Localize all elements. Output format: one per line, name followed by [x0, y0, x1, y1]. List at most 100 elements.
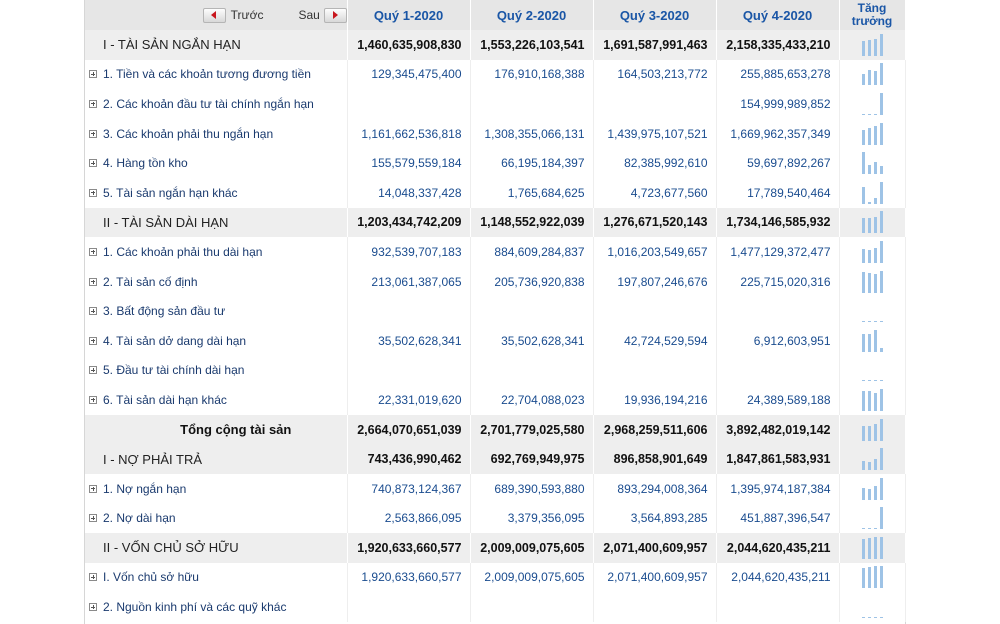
growth-cell: [839, 118, 906, 149]
row-label[interactable]: 3. Các khoản phải thu ngắn hạn: [103, 126, 274, 141]
sparkline-bar: [879, 321, 883, 323]
table-row[interactable]: 3. Các khoản phải thu ngắn hạn 1,161,662,…: [85, 118, 906, 149]
value-cell-q2: [470, 89, 594, 119]
value-cell-q3: 2,968,259,511,606: [593, 414, 717, 445]
row-label[interactable]: 1. Tiền và các khoản tương đương tiền: [103, 67, 311, 82]
growth-cell: [839, 177, 906, 208]
growth-sparkline[interactable]: [861, 507, 883, 530]
sparkline-bar: [873, 485, 877, 500]
row-label-cell: 4. Tài sản dở dang dài hạn: [85, 325, 348, 356]
growth-sparkline[interactable]: [861, 477, 883, 500]
table-row[interactable]: 2. Nguồn kinh phí và các quỹ khác: [85, 592, 906, 622]
growth-cell: [839, 325, 906, 356]
table-row[interactable]: 6. Tài sản dài hạn khác 22,331,019,620 22,…: [85, 385, 906, 415]
growth-cell: [839, 59, 906, 90]
growth-sparkline[interactable]: [861, 536, 883, 559]
table-row[interactable]: I. Vốn chủ sở hữu 1,920,633,660,577 2,009,…: [85, 562, 906, 593]
expand-plus-icon[interactable]: [89, 514, 97, 523]
expand-plus-icon[interactable]: [89, 129, 97, 138]
value-cell-q4: 1,847,861,583,931: [716, 444, 840, 474]
table-row[interactable]: 3. Bất động sản đầu tư: [85, 296, 906, 326]
expand-plus-icon[interactable]: [89, 70, 97, 79]
growth-cell: [839, 503, 906, 534]
growth-sparkline[interactable]: [861, 211, 883, 234]
growth-sparkline[interactable]: [861, 270, 883, 293]
table-row[interactable]: 5. Đầu tư tài chính dài hạn: [85, 355, 906, 386]
sparkline-bar: [879, 418, 883, 441]
value-cell-q1: [347, 592, 471, 622]
row-label[interactable]: 4. Hàng tồn kho: [103, 156, 188, 171]
growth-cell: [839, 473, 906, 504]
next-period-button[interactable]: [323, 7, 347, 23]
growth-sparkline[interactable]: [861, 300, 883, 323]
prev-label[interactable]: Trước: [230, 8, 264, 22]
expand-plus-icon[interactable]: [89, 395, 97, 404]
row-label[interactable]: 2. Nguồn kinh phí và các quỹ khác: [103, 600, 287, 615]
growth-sparkline[interactable]: [861, 181, 883, 204]
sparkline-bar: [873, 71, 877, 86]
expand-plus-icon[interactable]: [89, 277, 97, 286]
expand-plus-icon[interactable]: [89, 603, 97, 612]
table-row[interactable]: 1. Tiền và các khoản tương đương tiền 129…: [85, 59, 906, 90]
sparkline-bar: [867, 390, 871, 411]
growth-cell: [839, 562, 906, 593]
expand-plus-icon[interactable]: [89, 99, 97, 108]
table-row[interactable]: 5. Tài sản ngắn hạn khác 14,048,337,428 1,…: [85, 177, 906, 208]
row-label[interactable]: 2. Tài sản cố định: [103, 274, 198, 289]
growth-sparkline[interactable]: [861, 33, 883, 56]
growth-sparkline[interactable]: [861, 240, 883, 263]
growth-sparkline[interactable]: [861, 448, 883, 471]
growth-cell: [839, 207, 906, 238]
expand-plus-icon[interactable]: [89, 366, 97, 375]
sparkline-bar: [861, 617, 865, 619]
row-label[interactable]: 2. Nợ dài hạn: [103, 511, 176, 526]
row-label[interactable]: 2. Các khoản đầu tư tài chính ngắn hạn: [103, 96, 314, 111]
growth-sparkline[interactable]: [861, 566, 883, 589]
value-cell-q3: 893,294,008,364: [593, 473, 717, 504]
row-label[interactable]: 1. Các khoản phải thu dài hạn: [103, 244, 263, 259]
expand-plus-icon[interactable]: [89, 247, 97, 256]
growth-sparkline[interactable]: [861, 329, 883, 352]
expand-plus-icon[interactable]: [89, 336, 97, 345]
growth-sparkline[interactable]: [861, 596, 883, 619]
table-row[interactable]: 4. Tài sản dở dang dài hạn 35,502,628,341…: [85, 325, 906, 356]
expand-plus-icon[interactable]: [89, 307, 97, 316]
growth-sparkline[interactable]: [861, 359, 883, 382]
table-row[interactable]: 1. Nợ ngắn hạn 740,873,124,367 689,390,593…: [85, 473, 906, 504]
arrow-left-icon: [211, 11, 217, 19]
sparkline-bar: [879, 617, 883, 619]
expand-plus-icon[interactable]: [89, 484, 97, 493]
growth-sparkline[interactable]: [861, 388, 883, 411]
period-navigation: Trước Sau: [85, 0, 348, 30]
table-row[interactable]: 2. Tài sản cố định 213,061,387,065 205,736…: [85, 266, 906, 297]
table-row[interactable]: 1. Các khoản phải thu dài hạn 932,539,707…: [85, 237, 906, 267]
row-label[interactable]: 3. Bất động sản đầu tư: [103, 304, 226, 319]
row-label[interactable]: 1. Nợ ngắn hạn: [103, 481, 187, 496]
row-label[interactable]: 5. Tài sản ngắn hạn khác: [103, 185, 238, 200]
row-label-cell: 4. Hàng tồn kho: [85, 148, 348, 178]
row-label[interactable]: I. Vốn chủ sở hữu: [103, 570, 199, 585]
table-row[interactable]: 4. Hàng tồn kho 155,579,559,184 66,195,184…: [85, 148, 906, 178]
expand-plus-icon[interactable]: [89, 188, 97, 197]
row-label[interactable]: 6. Tài sản dài hạn khác: [103, 392, 227, 407]
value-cell-q2: 884,609,284,837: [470, 237, 594, 267]
next-label[interactable]: Sau: [298, 8, 320, 22]
expand-plus-icon[interactable]: [89, 159, 97, 168]
prev-period-button[interactable]: [203, 7, 226, 23]
growth-sparkline[interactable]: [861, 152, 883, 175]
table-row[interactable]: 2. Các khoản đầu tư tài chính ngắn hạn 15…: [85, 89, 906, 119]
row-label[interactable]: 4. Tài sản dở dang dài hạn: [103, 333, 247, 348]
row-label[interactable]: 5. Đầu tư tài chính dài hạn: [103, 363, 245, 378]
sparkline-bar: [873, 162, 877, 175]
table-row[interactable]: 2. Nợ dài hạn 2,563,866,095 3,379,356,095 3…: [85, 503, 906, 534]
growth-cell: [839, 266, 906, 297]
growth-sparkline[interactable]: [861, 122, 883, 145]
expand-plus-icon[interactable]: [89, 573, 97, 582]
growth-sparkline[interactable]: [861, 92, 883, 115]
growth-sparkline[interactable]: [861, 418, 883, 441]
growth-sparkline[interactable]: [861, 63, 883, 86]
sparkline-bar: [867, 249, 871, 263]
sparkline-bar: [867, 488, 871, 500]
value-cell-q3: 2,071,400,609,957: [593, 562, 717, 593]
sparkline-bar: [867, 333, 871, 352]
